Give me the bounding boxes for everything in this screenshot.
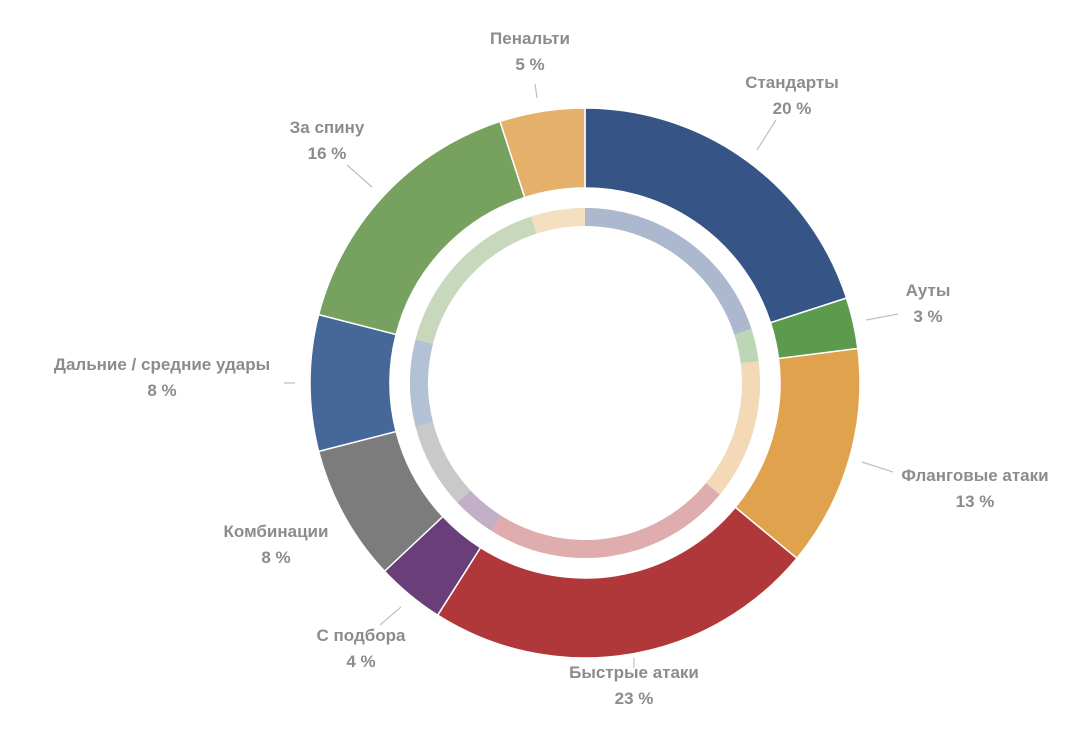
slice-label-percent: 8 % <box>147 381 176 400</box>
inner-ring-segment-5 <box>415 422 471 503</box>
slice-6 <box>309 313 398 453</box>
inner-ring-segment-4 <box>457 490 501 531</box>
inner-ring-segment-2 <box>705 361 760 495</box>
slice-label-percent: 5 % <box>515 55 544 74</box>
inner-highlight-ring <box>409 208 760 558</box>
leader-line-7 <box>346 164 373 188</box>
inner-ring-veil <box>410 208 760 558</box>
slice-label-name: Ауты <box>906 281 951 300</box>
slice-8 <box>499 107 586 199</box>
slice-label-name: Комбинации <box>224 522 329 541</box>
inner-ring-segment-8 <box>530 208 585 234</box>
label-leaders <box>284 83 899 668</box>
slice-label-percent: 3 % <box>913 307 942 326</box>
slice-label-percent: 8 % <box>261 548 290 567</box>
slice-label-name: Фланговые атаки <box>901 466 1048 485</box>
leader-line-8 <box>534 83 538 99</box>
slice-label-percent: 16 % <box>308 144 347 163</box>
inner-ring-segment-0 <box>585 208 752 335</box>
inner-ring-segment-6 <box>409 339 433 427</box>
slice-label-name: За спину <box>290 118 365 137</box>
donut-slices <box>309 107 861 659</box>
leader-line-0 <box>756 119 777 151</box>
slice-label-name: Быстрые атаки <box>569 663 699 682</box>
inner-ring-segment-1 <box>734 328 759 364</box>
slice-label-name: Стандарты <box>745 73 839 92</box>
leader-line-2 <box>861 461 894 473</box>
slice-label-name: Пенальти <box>490 29 570 48</box>
slice-label-percent: 4 % <box>346 652 375 671</box>
slice-7 <box>317 120 526 336</box>
slice-label-name: Дальние / средние удары <box>54 355 270 374</box>
leader-line-1 <box>865 313 899 321</box>
inner-ring-segment-3 <box>491 483 720 558</box>
slice-label-percent: 23 % <box>615 689 654 708</box>
leader-line-4 <box>379 606 402 626</box>
slice-labels: Стандарты 20 % Ауты 3 % Фланговые атаки 13 % Б… <box>54 29 1049 708</box>
slice-label-percent: 20 % <box>773 99 812 118</box>
inner-ring-segment-7 <box>415 216 537 344</box>
slice-label-percent: 13 % <box>956 492 995 511</box>
slice-label-name: С подбора <box>317 626 406 645</box>
